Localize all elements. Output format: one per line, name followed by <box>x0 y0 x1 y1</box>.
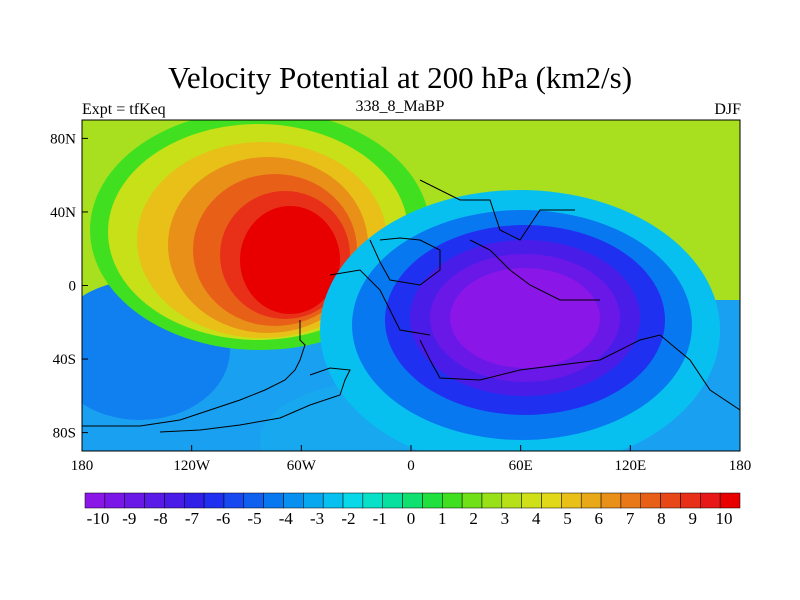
colorbar-label: -6 <box>216 509 230 528</box>
colorbar-swatch <box>561 492 582 509</box>
season-label: DJF <box>714 101 741 118</box>
colorbar-swatch <box>183 492 205 509</box>
colorbar-swatch <box>223 492 245 509</box>
colorbar-label: 3 <box>501 509 510 528</box>
colorbar-label: 5 <box>563 509 572 528</box>
outline-continent-7 <box>469 239 600 301</box>
colorbar-swatch <box>680 492 701 509</box>
colorbar-swatch <box>104 492 125 509</box>
colorbar-label: 9 <box>688 509 697 528</box>
x-tick-label: 180 <box>71 458 94 474</box>
y-tick-label: 40N <box>50 205 76 221</box>
colorbar-label: 1 <box>438 509 447 528</box>
x-tick-label: 0 <box>407 458 415 474</box>
colorbar-label: -1 <box>373 509 387 528</box>
colorbar-label: -4 <box>279 509 294 528</box>
experiment-label: Expt = tfKeq <box>82 101 166 118</box>
y-tick-label: 80N <box>50 131 76 147</box>
colorbar-swatch <box>144 492 165 509</box>
colorbar-label: 7 <box>626 509 635 528</box>
colorbar-swatch <box>303 492 324 509</box>
field-neg-6 <box>450 268 600 368</box>
chart-title: Velocity Potential at 200 hPa (km2/s) <box>167 60 633 95</box>
colorbar-swatch <box>600 492 622 509</box>
x-tick-label: 60W <box>287 458 317 474</box>
colorbar-swatch <box>263 492 284 509</box>
field-pos-7 <box>240 206 340 314</box>
colorbar-swatch <box>541 492 562 509</box>
colorbar-label: -8 <box>154 509 168 528</box>
colorbar-swatch <box>84 492 106 509</box>
x-tick-label: 60E <box>509 458 533 474</box>
colorbar-swatch <box>640 492 661 509</box>
continent-outlines <box>82 179 740 433</box>
y-tick-label: 0 <box>69 279 77 295</box>
colorbar-swatch <box>164 492 185 509</box>
colorbar-label: 6 <box>595 509 604 528</box>
colorbar-label: -3 <box>310 509 324 528</box>
colorbar-swatch <box>402 492 423 509</box>
colorbar-swatch <box>342 492 364 509</box>
outline-continent-6 <box>419 334 740 411</box>
outline-continent-2 <box>159 367 351 433</box>
colorbar-swatch <box>660 492 681 509</box>
y-tick-label: 80S <box>53 426 76 442</box>
colorbar-label: -5 <box>247 509 261 528</box>
colorbar-swatch <box>719 492 741 509</box>
colorbar-label: 8 <box>657 509 666 528</box>
colorbar-swatch <box>481 492 503 509</box>
colorbar-swatch <box>461 492 483 509</box>
colorbar-swatch <box>580 492 602 509</box>
colorbar-label: 2 <box>469 509 478 528</box>
contour-field <box>82 120 740 451</box>
colorbar-swatch <box>203 492 225 509</box>
case-label: 338_8_MaBP <box>355 98 445 115</box>
outline-continent-1 <box>82 320 306 427</box>
x-axis: 180 120W 60W 0 60E 120E 180 <box>71 445 752 474</box>
x-tick-label: 180 <box>729 458 752 474</box>
colorbar-label: 4 <box>532 509 541 528</box>
colorbar-swatch <box>422 492 443 509</box>
outline-continent-4 <box>419 179 575 241</box>
colorbar-swatch <box>243 492 264 509</box>
colorbar-swatch <box>283 492 304 509</box>
colorbar-swatch <box>501 492 522 509</box>
colorbar-label: -2 <box>341 509 355 528</box>
colorbar-swatch <box>620 492 642 509</box>
colorbar-swatch <box>322 492 344 509</box>
colorbar-swatch <box>442 492 463 509</box>
colorbar-swatch <box>362 492 383 509</box>
colorbar-label: 10 <box>716 509 733 528</box>
colorbar-label: -7 <box>185 509 200 528</box>
colorbar-swatch <box>124 492 145 509</box>
colorbar-label: 0 <box>407 509 416 528</box>
y-axis: 80N 40N 0 40S 80S <box>50 131 88 442</box>
x-tick-label: 120E <box>614 458 646 474</box>
outline-continent-5 <box>329 269 431 336</box>
colorbar-swatch <box>521 492 542 509</box>
outline-continent-3 <box>369 237 441 286</box>
x-tick-label: 120W <box>173 458 211 474</box>
colorbar-swatch <box>700 492 721 509</box>
y-tick-label: 40S <box>53 352 76 368</box>
colorbar-swatch <box>382 492 403 509</box>
colorbar-label: -9 <box>122 509 136 528</box>
colorbar-label: -10 <box>87 509 110 528</box>
